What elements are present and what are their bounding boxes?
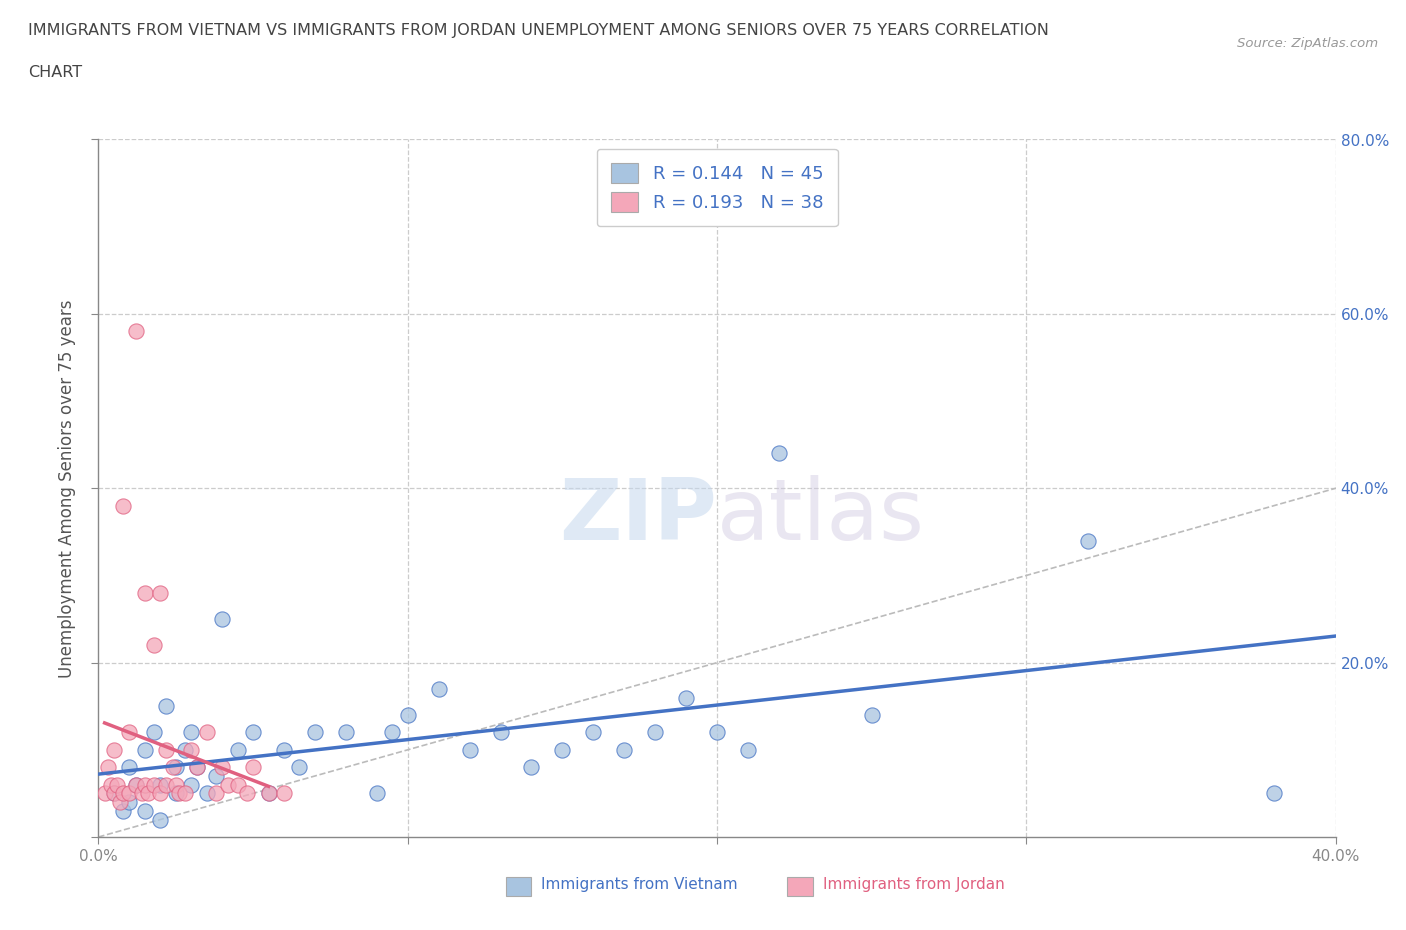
Point <box>195 786 218 801</box>
Point <box>335 725 357 740</box>
Y-axis label: Unemployment Among Seniors over 75 years: Unemployment Among Seniors over 75 years <box>58 299 76 677</box>
Point <box>458 742 481 757</box>
Point <box>149 812 172 827</box>
Point <box>165 760 187 775</box>
Point <box>124 777 146 792</box>
Point <box>381 725 404 740</box>
Text: CHART: CHART <box>28 65 82 80</box>
Point <box>134 586 156 601</box>
Point <box>112 498 135 513</box>
Point <box>675 690 697 705</box>
Point <box>100 777 122 792</box>
Point <box>644 725 666 740</box>
Point <box>124 324 146 339</box>
Point <box>257 786 280 801</box>
Point <box>143 777 166 792</box>
Point <box>768 446 790 461</box>
Point <box>226 777 249 792</box>
Point <box>226 742 249 757</box>
Point <box>174 742 197 757</box>
Point <box>118 760 141 775</box>
Point <box>143 725 166 740</box>
Point <box>427 682 450 697</box>
Point <box>167 786 190 801</box>
Point <box>205 786 228 801</box>
Point <box>112 804 135 818</box>
Point <box>737 742 759 757</box>
Point <box>205 768 228 783</box>
Text: IMMIGRANTS FROM VIETNAM VS IMMIGRANTS FROM JORDAN UNEMPLOYMENT AMONG SENIORS OVE: IMMIGRANTS FROM VIETNAM VS IMMIGRANTS FR… <box>28 23 1049 38</box>
Point <box>489 725 512 740</box>
Point <box>1077 533 1099 548</box>
Point <box>149 786 172 801</box>
Text: atlas: atlas <box>717 474 925 558</box>
Point <box>211 760 233 775</box>
Point <box>860 708 883 723</box>
Point <box>186 760 208 775</box>
Point <box>186 760 208 775</box>
Point <box>366 786 388 801</box>
Point <box>103 786 125 801</box>
Point <box>180 725 202 740</box>
Point <box>93 786 115 801</box>
Point <box>103 742 125 757</box>
Point <box>242 725 264 740</box>
Point <box>304 725 326 740</box>
Point <box>105 777 128 792</box>
Point <box>136 786 159 801</box>
Point <box>236 786 259 801</box>
Point <box>149 777 172 792</box>
Point <box>174 786 197 801</box>
Point <box>217 777 239 792</box>
Point <box>134 804 156 818</box>
Point <box>273 742 295 757</box>
Point <box>131 786 153 801</box>
Legend: R = 0.144   N = 45, R = 0.193   N = 38: R = 0.144 N = 45, R = 0.193 N = 38 <box>596 149 838 226</box>
Point <box>242 760 264 775</box>
Point <box>582 725 605 740</box>
Point <box>257 786 280 801</box>
Text: ZIP: ZIP <box>560 474 717 558</box>
Point <box>112 786 135 801</box>
Point <box>118 786 141 801</box>
Point <box>288 760 311 775</box>
Point <box>706 725 728 740</box>
Point <box>162 760 184 775</box>
Point <box>551 742 574 757</box>
Point <box>103 786 125 801</box>
Point <box>211 612 233 627</box>
Point <box>118 725 141 740</box>
Text: Source: ZipAtlas.com: Source: ZipAtlas.com <box>1237 37 1378 50</box>
Point <box>118 794 141 809</box>
Point <box>520 760 543 775</box>
Point <box>165 777 187 792</box>
Point <box>165 786 187 801</box>
Point <box>97 760 120 775</box>
Point <box>396 708 419 723</box>
Point <box>124 777 146 792</box>
Point <box>155 742 177 757</box>
Point <box>195 725 218 740</box>
Point <box>613 742 636 757</box>
Point <box>180 742 202 757</box>
Point <box>273 786 295 801</box>
Point <box>149 586 172 601</box>
Point <box>143 638 166 653</box>
Point <box>180 777 202 792</box>
Point <box>108 794 131 809</box>
Text: Immigrants from Jordan: Immigrants from Jordan <box>823 877 1004 892</box>
Point <box>134 777 156 792</box>
Text: Immigrants from Vietnam: Immigrants from Vietnam <box>541 877 738 892</box>
Point <box>155 698 177 713</box>
Point <box>155 777 177 792</box>
Point <box>1263 786 1285 801</box>
Point <box>134 742 156 757</box>
